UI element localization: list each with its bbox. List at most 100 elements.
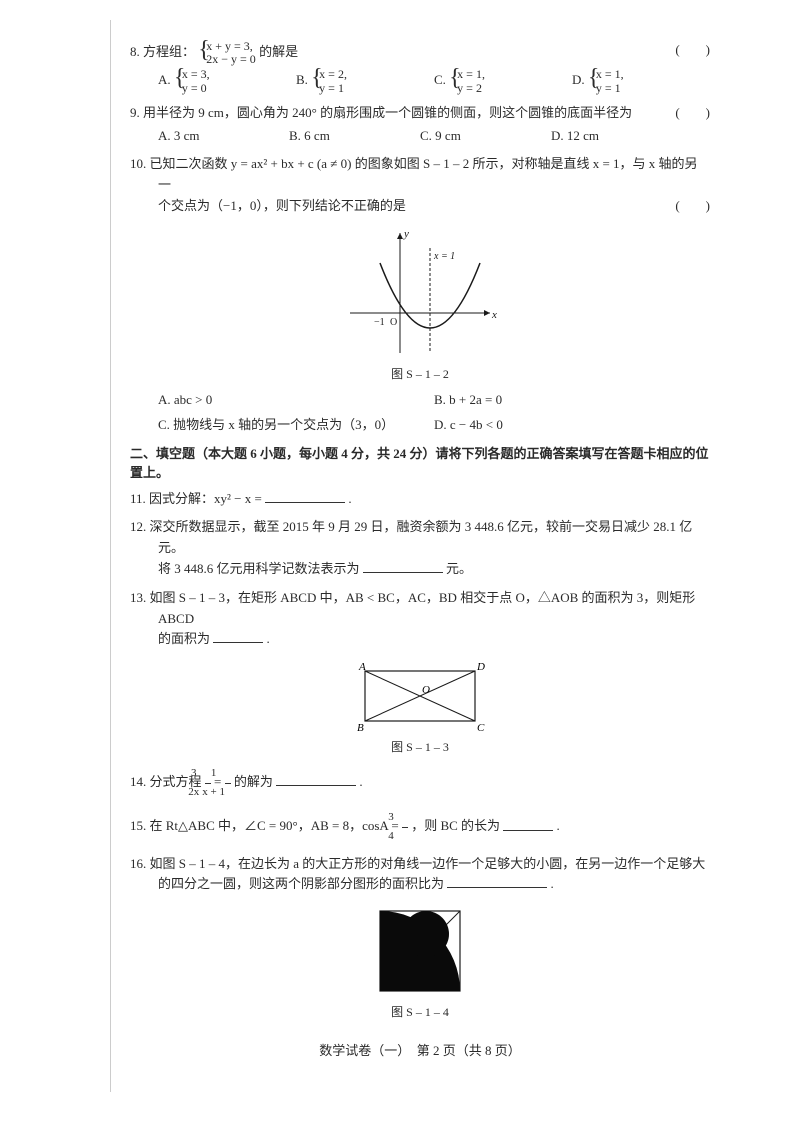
q8-c-sys: x = 1, y = 2 — [449, 68, 485, 94]
q10-line2: 个交点为（−1，0），则下列结论不正确的是 ( ) — [130, 196, 710, 217]
q10-line1: 10. 已知二次函数 y = ax² + bx + c (a ≠ 0) 的图象如… — [130, 154, 710, 196]
q12-line1: 12. 深交所数据显示，截至 2015 年 9 月 29 日，融资余额为 3 4… — [130, 517, 710, 559]
q12-stem1: 深交所数据显示，截至 2015 年 9 月 29 日，融资余额为 3 448.6… — [150, 519, 693, 555]
q16-num: 16. — [130, 856, 146, 871]
q14-frac2: 1 x + 1 — [225, 765, 231, 801]
q8-a-r2: y = 0 — [182, 82, 210, 95]
q8-paren: ( ) — [675, 40, 710, 61]
q10-stem1: 已知二次函数 y = ax² + bx + c (a ≠ 0) 的图象如图 S … — [150, 156, 698, 192]
q16-line2: 的四分之一圆，则这两个阴影部分图形的面积比为 . — [130, 874, 710, 895]
fig-s-1-2-label: 图 S – 1 – 2 — [130, 365, 710, 384]
q11-num: 11. — [130, 491, 146, 506]
q8-num: 8. — [130, 44, 140, 59]
q13-vertex-a: A — [358, 661, 366, 673]
q15-stem-post: ，则 BC 的长为 — [411, 819, 500, 834]
q14-num: 14. — [130, 774, 146, 789]
q13-num: 13. — [130, 590, 146, 605]
question-15: 15. 在 Rt△ABC 中，∠C = 90°，AB = 8，cosA = 3 … — [130, 809, 710, 845]
q16-stem1: 如图 S – 1 – 4，在边长为 a 的大正方形的对角线一边作一个足够大的小圆… — [150, 856, 706, 871]
q13-vertex-b: B — [357, 722, 364, 734]
q14-blank — [276, 772, 356, 786]
q8-b-sys: x = 2, y = 1 — [311, 68, 347, 94]
q16-stem2: 的四分之一圆，则这两个阴影部分图形的面积比为 — [158, 876, 444, 891]
fig-s-1-4-label: 图 S – 1 – 4 — [130, 1003, 710, 1022]
q16-line1: 16. 如图 S – 1 – 4，在边长为 a 的大正方形的对角线一边作一个足够… — [130, 854, 710, 875]
q10-choice-b: B. b + 2a = 0 — [434, 390, 710, 411]
q11-stem: 因式分解：xy² − x = — [149, 491, 265, 506]
q8-d-sys: x = 1, y = 1 — [588, 68, 624, 94]
q15-stem-pre: 在 Rt△ABC 中，∠C = 90°，AB = 8，cosA = — [150, 819, 402, 834]
question-13: 13. 如图 S – 1 – 3，在矩形 ABCD 中，AB < BC，AC，B… — [130, 588, 710, 758]
question-11: 11. 因式分解：xy² − x = . — [130, 489, 710, 510]
q14-frac2-bot: x + 1 — [225, 784, 231, 802]
q9-choice-d: D. 12 cm — [579, 126, 710, 147]
q13-vertex-d: D — [476, 661, 485, 673]
q8-b-r2: y = 1 — [319, 82, 347, 95]
q15-blank — [503, 817, 553, 831]
q13-line1: 13. 如图 S – 1 – 3，在矩形 ABCD 中，AB < BC，AC，B… — [130, 588, 710, 630]
q8-a-label: A. — [158, 73, 171, 88]
q8-sys-r2: 2x − y = 0 — [206, 53, 256, 66]
q15-frac-top: 3 — [402, 809, 408, 828]
q15-frac-bot: 4 — [402, 828, 408, 846]
q10-answers: A. abc > 0 B. b + 2a = 0 C. 抛物线与 x 轴的另一个… — [158, 390, 710, 436]
q8-c-r2: y = 2 — [457, 82, 485, 95]
q9-paren: ( ) — [703, 103, 710, 124]
q11-blank — [265, 489, 345, 503]
q14-frac1-top: 3 — [205, 765, 211, 784]
figure-s-1-2: x y O −1 x = 1 图 S – 1 – 2 — [130, 223, 710, 384]
q12-num: 12. — [130, 519, 146, 534]
q8-stem-post: 的解是 — [259, 44, 298, 59]
q10-axis-label: x = 1 — [433, 251, 455, 262]
q8-c-r1: x = 1, — [457, 68, 485, 81]
q8-a-r1: x = 3, — [182, 68, 210, 81]
q9-num: 9. — [130, 105, 140, 120]
q8-choice-a: A. x = 3, y = 0 — [158, 68, 296, 94]
q13-line2: 的面积为 . — [130, 629, 710, 650]
q9-choices: A. 3 cm B. 6 cm C. 9 cm D. 12 cm — [186, 126, 710, 147]
q13-blank — [213, 629, 263, 643]
q12-stem2: 将 3 448.6 亿元用科学记数法表示为 — [158, 561, 360, 576]
q8-stem-pre: 方程组： — [143, 44, 195, 59]
q8-choice-d: D. x = 1, y = 1 — [572, 68, 710, 94]
q8-choice-c: C. x = 1, y = 2 — [434, 68, 572, 94]
q8-c-label: C. — [434, 73, 446, 88]
fig-s-1-3-label: 图 S – 1 – 3 — [130, 738, 710, 757]
q10-choice-a: A. abc > 0 — [158, 390, 434, 411]
question-9: 9. 用半径为 9 cm，圆心角为 240° 的扇形围成一个圆锥的侧面，则这个圆… — [130, 103, 710, 147]
q16-blank — [447, 874, 547, 888]
q13-stem2: 的面积为 — [158, 631, 210, 646]
question-8: 8. 方程组： x + y = 3, 2x − y = 0 的解是 ( ) A.… — [130, 40, 710, 95]
svg-text:y: y — [403, 228, 409, 240]
q8-choice-b: B. x = 2, y = 1 — [296, 68, 434, 94]
page-footer: 数学试卷（一） 第 2 页（共 8 页） — [130, 1040, 710, 1059]
section-2-header: 二、填空题（本大题 6 小题，每小题 4 分，共 24 分）请将下列各题的正确答… — [130, 444, 710, 483]
svg-text:−1: −1 — [374, 317, 385, 328]
q15-num: 15. — [130, 819, 146, 834]
q9-stem: 用半径为 9 cm，圆心角为 240° 的扇形围成一个圆锥的侧面，则这个圆锥的底… — [143, 105, 632, 120]
square-circles-diagram — [370, 901, 470, 1001]
q13-vertex-c: C — [477, 722, 485, 734]
rectangle-diagram: A D B C O — [335, 656, 505, 736]
q8-d-r1: x = 1, — [596, 68, 624, 81]
q8-system: x + y = 3, 2x − y = 0 — [198, 40, 256, 66]
q12-line2: 将 3 448.6 亿元用科学记数法表示为 元。 — [130, 559, 710, 580]
svg-text:x: x — [491, 309, 497, 321]
q8-d-label: D. — [572, 73, 585, 88]
svg-text:O: O — [390, 317, 397, 328]
figure-s-1-3: A D B C O 图 S – 1 – 3 — [130, 656, 710, 757]
question-10: 10. 已知二次函数 y = ax² + bx + c (a ≠ 0) 的图象如… — [130, 154, 710, 435]
figure-s-1-4: 图 S – 1 – 4 — [130, 901, 710, 1022]
q10-choice-d: D. c − 4b < 0 — [434, 415, 710, 436]
q15-frac: 3 4 — [402, 809, 408, 845]
q10-paren: ( ) — [675, 196, 710, 217]
q8-choices: A. x = 3, y = 0 B. x = 2, y = 1 C. x = 1… — [158, 68, 710, 94]
q14-frac2-top: 1 — [225, 765, 231, 784]
question-16: 16. 如图 S – 1 – 4，在边长为 a 的大正方形的对角线一边作一个足够… — [130, 854, 710, 1023]
question-14: 14. 分式方程 3 2x = 1 x + 1 的解为 . — [130, 765, 710, 801]
q8-b-label: B. — [296, 73, 308, 88]
q13-vertex-o: O — [422, 684, 430, 696]
question-12: 12. 深交所数据显示，截至 2015 年 9 月 29 日，融资余额为 3 4… — [130, 517, 710, 579]
q12-blank — [363, 559, 443, 573]
q10-stem2: 个交点为（−1，0），则下列结论不正确的是 — [158, 198, 406, 213]
